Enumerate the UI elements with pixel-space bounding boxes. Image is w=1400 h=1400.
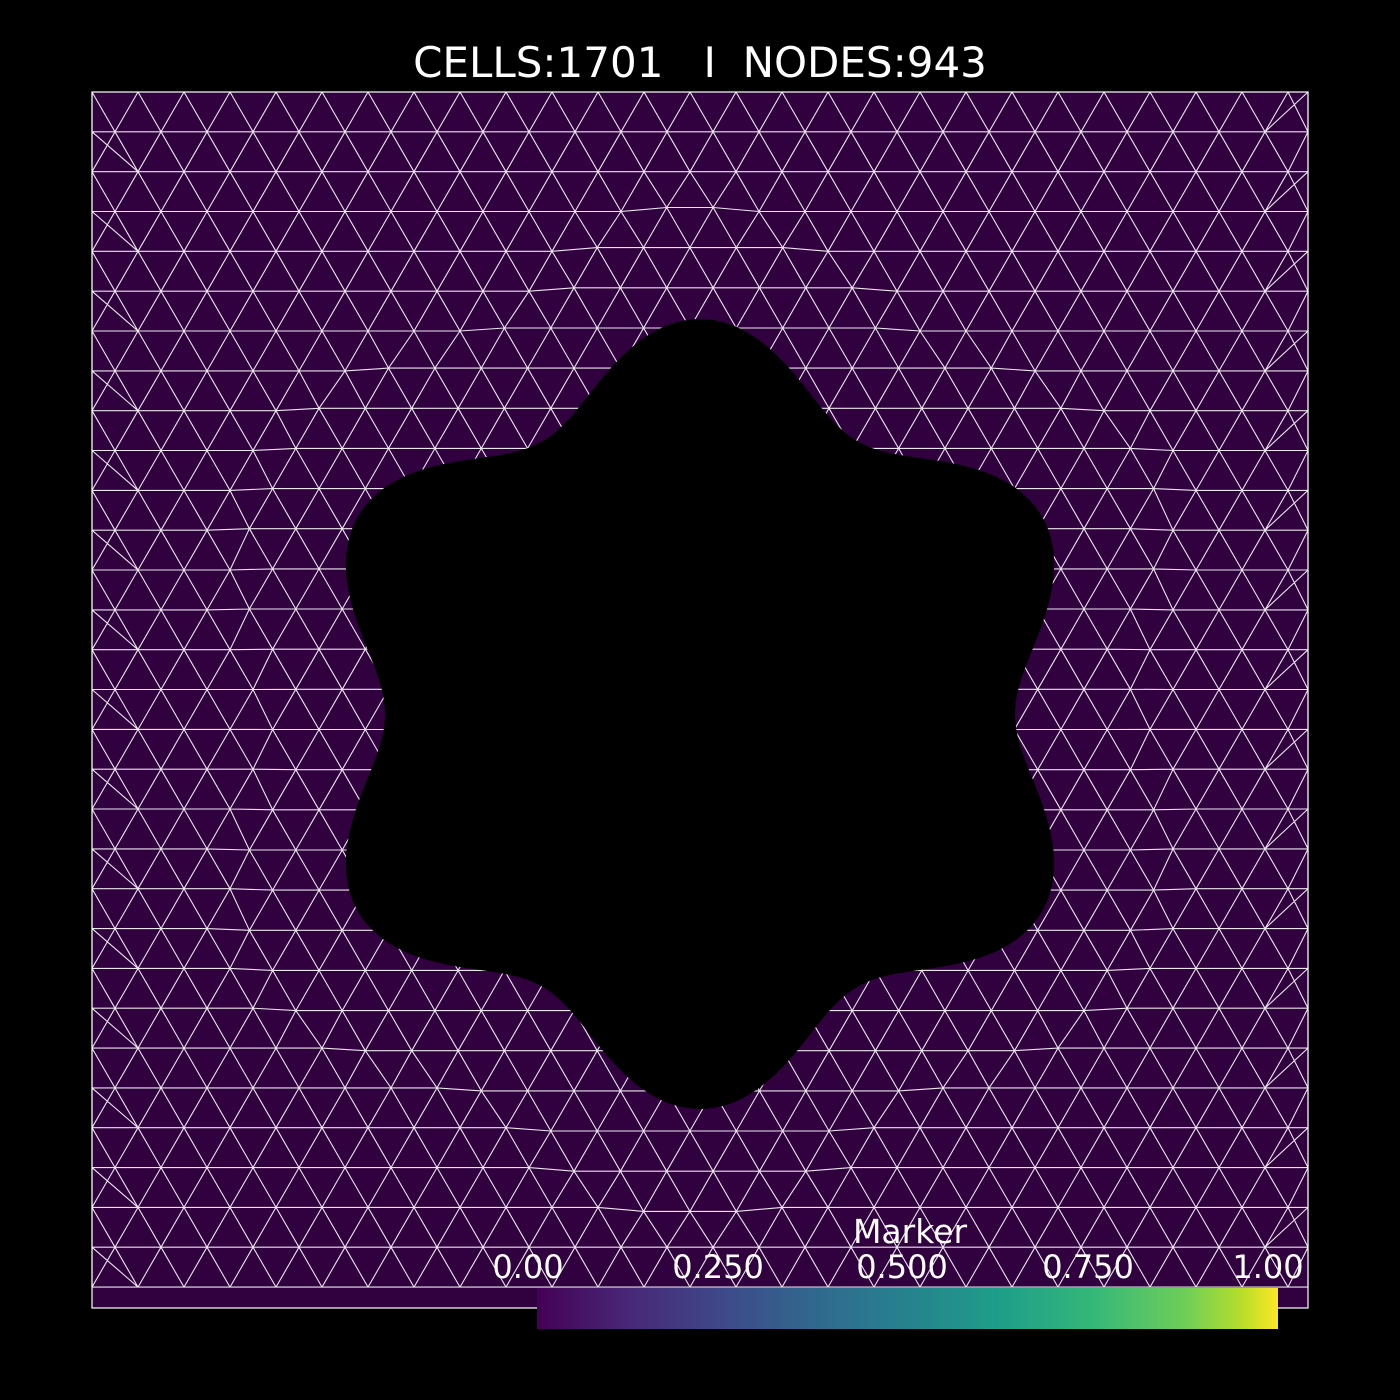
mesh-hole (345, 319, 1055, 1109)
colorbar-tick-4: 1.00 (1232, 1248, 1304, 1286)
colorbar (537, 1288, 1278, 1329)
mesh-group (91, 91, 1309, 1309)
colorbar-title: Marker (852, 1212, 968, 1251)
colorbar-tick-3: 0.750 (1042, 1248, 1134, 1286)
colorbar-tick-0: 0.00 (492, 1248, 564, 1286)
colorbar-tick-1: 0.250 (672, 1248, 764, 1286)
colorbar-tick-2: 0.500 (856, 1248, 948, 1286)
mesh-stats-title: CELLS:1701 I NODES:943 (413, 38, 987, 87)
